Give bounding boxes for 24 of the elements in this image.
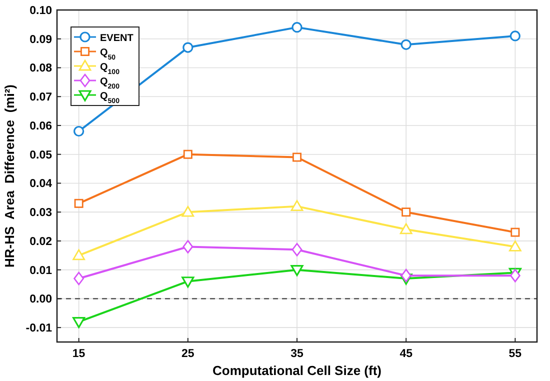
y-tick-label: -0.01 (26, 322, 53, 335)
x-tick-label: 15 (72, 348, 86, 360)
y-axis-title: HR-HS Area Difference (mi²) (2, 84, 17, 268)
y-tick-label: 0.03 (30, 207, 52, 220)
legend-label: Q$_{200}$ (100, 76, 120, 90)
x-tick-label: 45 (400, 348, 414, 360)
legend-label: Q$_{500}$ (100, 91, 120, 104)
x-tick-label: 25 (182, 348, 195, 360)
x-axis-title: Computational Cell Size (ft) (212, 363, 382, 378)
y-tick-label: 0.08 (30, 62, 53, 75)
y-tick-label: 0.02 (30, 236, 52, 248)
y-tick-label: 0.06 (30, 120, 52, 132)
y-tick-label: 0.05 (30, 149, 53, 162)
x-tick-label: 55 (508, 348, 522, 360)
legend-label: Q$_{100}$ (100, 62, 120, 76)
y-tick-label: 0.01 (30, 264, 53, 277)
y-tick-label: 0.07 (30, 92, 52, 104)
y-tick-label: 0.04 (30, 178, 53, 190)
legend-label: Q$_{50}$ (100, 48, 116, 61)
y-tick-label: 0.10 (30, 5, 52, 17)
y-tick-label: 0.00 (30, 294, 52, 306)
legend-label: EVENT (100, 33, 134, 44)
y-tick-label: 0.09 (30, 34, 52, 46)
x-tick-label: 35 (290, 348, 304, 360)
